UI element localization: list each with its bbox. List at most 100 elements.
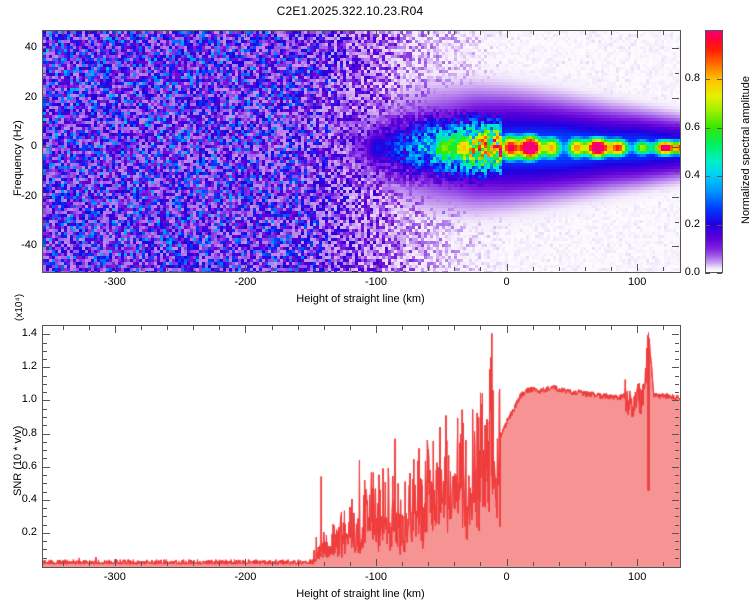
axis-tick: [637, 264, 638, 271]
axis-tick: [272, 326, 273, 330]
colorbar-gradient: [706, 31, 722, 272]
axis-tick: [675, 409, 679, 410]
axis-tick: [350, 562, 351, 566]
axis-tick: [675, 483, 679, 484]
axis-tick: [219, 31, 220, 35]
axis-tick: [533, 562, 534, 566]
axis-tick: [672, 400, 679, 401]
axis-tick: [480, 31, 481, 35]
axis-tick: [675, 516, 679, 517]
axis-tick: [675, 475, 679, 476]
axis-tick: [324, 267, 325, 271]
axis-tick: [245, 31, 246, 38]
axis-tick: [663, 326, 664, 330]
axis-tick: [63, 31, 64, 35]
axis-tick: [675, 123, 679, 124]
axis-tick: [454, 326, 455, 330]
x-tick-label: 0: [503, 276, 510, 288]
colorbar-tick-label: 0.0: [684, 266, 700, 278]
axis-tick: [89, 267, 90, 271]
colorbar-tick: [705, 273, 710, 274]
axis-tick: [428, 31, 429, 35]
axis-tick: [675, 359, 679, 360]
axis-tick: [298, 562, 299, 566]
axis-tick: [167, 562, 168, 566]
axis-tick: [480, 326, 481, 330]
y-tick-label: 0: [30, 140, 37, 153]
axis-tick: [43, 458, 47, 459]
y-tick-label: -20: [21, 189, 37, 202]
axis-tick: [43, 400, 50, 401]
axis-tick: [637, 326, 638, 333]
axis-tick: [193, 326, 194, 330]
axis-tick: [324, 326, 325, 330]
axis-tick: [43, 48, 50, 49]
x-tick-label: -300: [103, 276, 126, 288]
axis-tick: [43, 508, 47, 509]
axis-tick: [454, 267, 455, 271]
axis-tick: [675, 392, 679, 393]
axis-tick: [637, 559, 638, 566]
x-tick-label: 100: [628, 276, 647, 288]
axis-tick: [672, 500, 679, 501]
axis-tick: [115, 31, 116, 38]
axis-tick: [675, 558, 679, 559]
axis-tick: [167, 326, 168, 330]
axis-tick: [675, 376, 679, 377]
x-tick-label: 0: [503, 571, 510, 583]
snr-trace: [43, 326, 680, 567]
axis-tick: [611, 326, 612, 330]
snr-x-axis-label: Height of straight line (km): [296, 588, 425, 600]
colorbar-tick: [717, 273, 722, 274]
axis-tick: [298, 267, 299, 271]
axis-tick: [43, 425, 47, 426]
axis-tick: [43, 147, 50, 148]
axis-tick: [272, 562, 273, 566]
axis-tick: [43, 525, 47, 526]
axis-tick: [43, 343, 47, 344]
axis-tick: [480, 267, 481, 271]
colorbar-tick: [717, 79, 722, 80]
axis-tick: [675, 222, 679, 223]
axis-tick: [219, 267, 220, 271]
axis-tick: [533, 31, 534, 35]
axis-tick: [115, 559, 116, 566]
axis-tick: [43, 172, 47, 173]
colorbar: [705, 30, 723, 273]
axis-tick: [675, 458, 679, 459]
axis-tick: [672, 197, 679, 198]
axis-tick: [428, 562, 429, 566]
y-tick-label: 0.8: [21, 426, 37, 439]
axis-tick: [672, 48, 679, 49]
y-tick-label: 1.4: [21, 327, 37, 340]
axis-tick: [324, 562, 325, 566]
axis-tick: [376, 326, 377, 333]
axis-tick: [43, 541, 47, 542]
axis-tick: [672, 467, 679, 468]
colorbar-tick: [717, 128, 722, 129]
spectrogram-panel: [42, 30, 681, 273]
y-tick-label: 40: [24, 41, 37, 54]
snr-panel: [42, 325, 681, 568]
axis-tick: [63, 267, 64, 271]
axis-tick: [675, 508, 679, 509]
axis-tick: [167, 31, 168, 35]
axis-tick: [611, 31, 612, 35]
axis-tick: [675, 73, 679, 74]
colorbar-tick: [717, 225, 722, 226]
axis-tick: [43, 533, 50, 534]
axis-tick: [43, 516, 47, 517]
axis-tick: [43, 222, 47, 223]
x-tick-label: 100: [628, 571, 647, 583]
axis-tick: [611, 562, 612, 566]
axis-tick: [43, 417, 47, 418]
axis-tick: [480, 562, 481, 566]
axis-tick: [454, 562, 455, 566]
axis-tick: [115, 326, 116, 333]
axis-tick: [63, 326, 64, 330]
axis-tick: [672, 367, 679, 368]
axis-tick: [43, 197, 50, 198]
axis-tick: [675, 351, 679, 352]
axis-tick: [245, 559, 246, 566]
